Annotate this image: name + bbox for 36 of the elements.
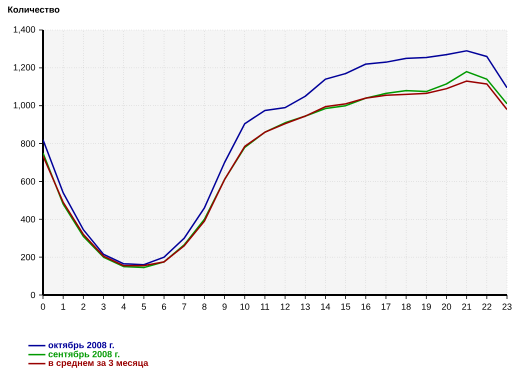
x-tick-label: 23 xyxy=(502,304,512,310)
y-tick-label: 1,400 xyxy=(14,26,36,34)
x-tick-label: 7 xyxy=(182,304,186,310)
x-tick-label: 17 xyxy=(382,304,390,310)
x-tick-label: 11 xyxy=(260,304,270,310)
y-tick-label: 1,200 xyxy=(14,64,36,72)
x-tick-label: 3 xyxy=(101,304,106,310)
x-tick-label: 9 xyxy=(222,304,227,310)
x-tick-label: 20 xyxy=(442,304,452,310)
y-tick-label: 200 xyxy=(20,254,36,260)
x-tick-label: 8 xyxy=(202,304,206,310)
x-tick-label: 12 xyxy=(280,304,290,310)
y-axis-title: Количество xyxy=(8,6,60,13)
y-tick-label: 1,000 xyxy=(14,102,36,110)
x-tick-label: 15 xyxy=(341,304,350,310)
x-tick-label: 21 xyxy=(462,304,472,310)
y-tick-label: 0 xyxy=(30,292,36,298)
y-tick-label: 800 xyxy=(20,140,36,147)
x-tick-label: 5 xyxy=(142,304,146,310)
x-tick-label: 22 xyxy=(482,304,492,310)
y-tick-label: 600 xyxy=(20,178,36,185)
x-tick-label: 0 xyxy=(40,304,46,310)
x-tick-label: 16 xyxy=(361,304,370,310)
x-tick-label: 19 xyxy=(422,304,431,310)
y-tick-label: 400 xyxy=(20,216,36,222)
x-tick-label: 2 xyxy=(81,304,86,310)
x-tick-label: 18 xyxy=(402,304,411,310)
x-tick-label: 10 xyxy=(240,304,250,310)
legend-label: октябрь 2008 г. xyxy=(48,342,114,350)
x-tick-label: 14 xyxy=(321,304,330,310)
x-tick-label: 13 xyxy=(300,304,310,310)
legend-label: в среднем за 3 месяца xyxy=(48,360,148,368)
x-tick-label: 6 xyxy=(162,304,166,310)
x-tick-label: 4 xyxy=(121,304,126,310)
legend-label: сентябрь 2008 г. xyxy=(48,350,120,360)
x-tick-label: 1 xyxy=(61,304,66,310)
